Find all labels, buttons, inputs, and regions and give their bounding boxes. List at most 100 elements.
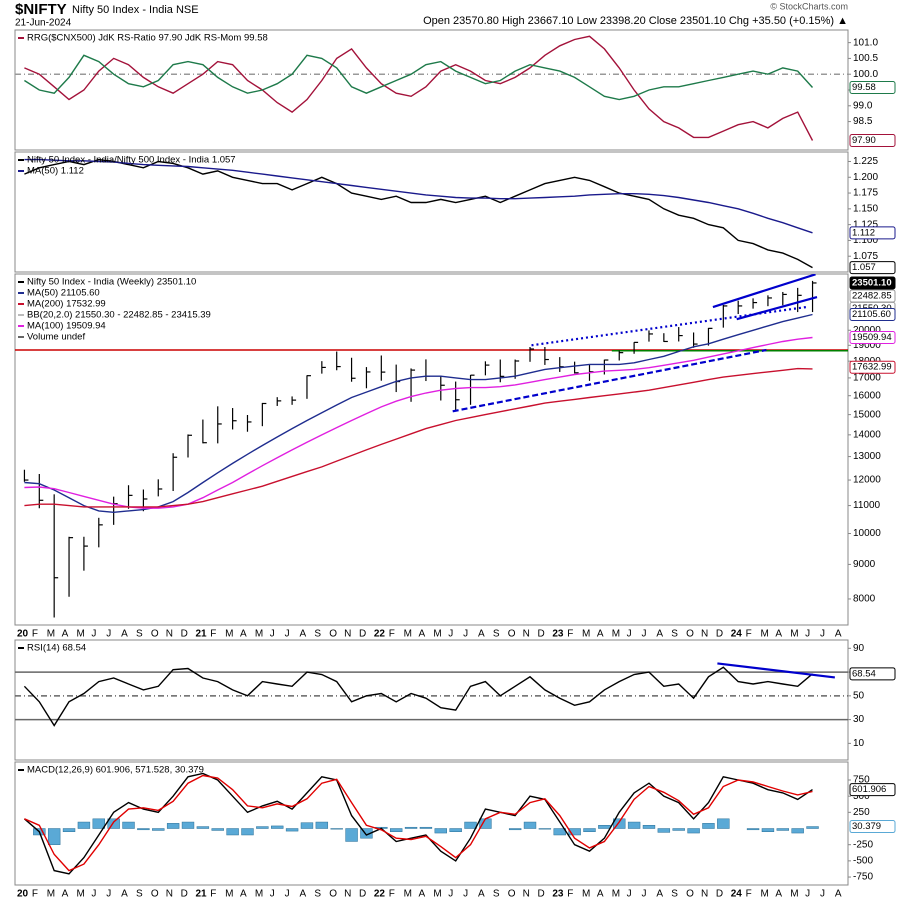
histogram-bar bbox=[598, 825, 611, 829]
y-tick-label: 1.150 bbox=[853, 203, 878, 214]
x-tick-label: M bbox=[790, 889, 798, 900]
x-tick-label: D bbox=[537, 889, 544, 900]
x-tick-label: F bbox=[567, 629, 573, 640]
histogram-bar bbox=[166, 823, 180, 829]
x-tick-label: J bbox=[642, 889, 647, 900]
histogram-bar bbox=[717, 818, 730, 829]
end-label: 22482.85 bbox=[852, 290, 892, 301]
x-tick-label: M bbox=[761, 629, 769, 640]
histogram-bar bbox=[657, 828, 671, 833]
histogram-bar bbox=[181, 821, 195, 829]
x-tick-label: F bbox=[32, 629, 38, 640]
end-label-box bbox=[849, 226, 896, 240]
x-tick-label: A bbox=[62, 889, 69, 900]
x-tick-label: J bbox=[270, 629, 275, 640]
histogram-bar bbox=[300, 822, 314, 829]
x-tick-label: A bbox=[300, 629, 307, 640]
x-tick-label: M bbox=[76, 629, 84, 640]
y-tick-label: 1.200 bbox=[853, 172, 878, 183]
histogram-bar bbox=[152, 828, 165, 831]
series-line bbox=[23, 772, 813, 875]
y-tick-label: 9000 bbox=[853, 559, 876, 570]
x-tick-label: O bbox=[329, 889, 337, 900]
x-tick-label: M bbox=[582, 889, 590, 900]
x-tick-label: J bbox=[820, 889, 825, 900]
histogram-bar bbox=[538, 828, 552, 830]
y-tick-label: 1.075 bbox=[853, 251, 878, 262]
x-tick-label: 20 bbox=[17, 889, 29, 900]
y-tick-label: 16000 bbox=[853, 390, 881, 401]
x-tick-label: J bbox=[642, 629, 647, 640]
x-tick-label: J bbox=[805, 629, 810, 640]
x-tick-label: S bbox=[493, 889, 500, 900]
panel-frame bbox=[14, 29, 849, 151]
legend-entry: MA(50) 21105.60 bbox=[27, 288, 100, 299]
x-tick-label: F bbox=[567, 889, 573, 900]
y-tick-label: 20000 bbox=[853, 325, 881, 336]
end-label-box bbox=[849, 820, 896, 834]
histogram-bar bbox=[271, 825, 284, 829]
x-tick-label: O bbox=[151, 629, 159, 640]
x-tick-label: J bbox=[463, 629, 468, 640]
x-tick-label: D bbox=[181, 889, 188, 900]
histogram-bar bbox=[196, 826, 210, 829]
histogram-bar bbox=[672, 828, 685, 831]
x-tick-label: D bbox=[181, 629, 188, 640]
end-label: 23501.10 bbox=[852, 277, 892, 288]
x-tick-label: N bbox=[344, 629, 351, 640]
legend-entry: RRG($CNX500) JdK RS-Ratio 97.90 JdK RS-M… bbox=[27, 33, 268, 44]
x-tick-label: J bbox=[820, 629, 825, 640]
y-tick-label: 90 bbox=[853, 643, 865, 654]
x-tick-label: O bbox=[329, 629, 337, 640]
histogram-bar bbox=[404, 826, 418, 829]
end-label-box bbox=[849, 261, 896, 275]
x-tick-label: N bbox=[166, 629, 173, 640]
x-tick-label: A bbox=[418, 889, 425, 900]
x-tick-label: S bbox=[136, 889, 143, 900]
legend-entry: Nifty 50 Index - India/Nifty 500 Index -… bbox=[27, 155, 236, 166]
histogram-bar bbox=[211, 828, 224, 831]
x-tick-label: M bbox=[255, 889, 263, 900]
histogram-bar bbox=[434, 828, 447, 834]
x-tick-label: M bbox=[76, 889, 84, 900]
series-line bbox=[24, 54, 814, 101]
x-tick-label: S bbox=[136, 629, 143, 640]
end-label: 99.58 bbox=[852, 82, 876, 93]
quote: Open 23570.80 High 23667.10 Low 23398.20… bbox=[423, 15, 848, 27]
end-label: 1.112 bbox=[852, 227, 875, 238]
y-tick-label: 30 bbox=[853, 714, 865, 725]
y-tick-label: -750 bbox=[853, 872, 873, 883]
histogram-bar bbox=[776, 828, 790, 831]
x-tick-label: J bbox=[448, 889, 453, 900]
y-tick-label: 11000 bbox=[853, 500, 881, 511]
y-tick-label: 98.5 bbox=[853, 116, 873, 127]
x-tick-label: A bbox=[478, 889, 485, 900]
x-tick-label: M bbox=[761, 889, 769, 900]
series-line bbox=[24, 158, 813, 234]
x-tick-label: O bbox=[686, 889, 694, 900]
x-tick-label: J bbox=[463, 889, 468, 900]
y-tick-label: 1.100 bbox=[853, 235, 878, 246]
y-tick-label: 500 bbox=[853, 791, 870, 802]
histogram-bar bbox=[345, 828, 358, 842]
x-tick-label: J bbox=[106, 629, 111, 640]
plot-area bbox=[23, 772, 819, 875]
histogram-bar bbox=[360, 828, 373, 839]
x-tick-label: F bbox=[746, 629, 752, 640]
x-tick-label: M bbox=[433, 629, 441, 640]
histogram-bar bbox=[92, 818, 105, 829]
x-tick-label: A bbox=[835, 889, 842, 900]
end-label: 21105.60 bbox=[852, 309, 891, 320]
end-label: 19509.94 bbox=[852, 332, 892, 343]
x-tick-label: J bbox=[285, 889, 290, 900]
x-tick-label: M bbox=[433, 889, 441, 900]
x-tick-label: 24 bbox=[731, 629, 743, 640]
trendline bbox=[717, 662, 835, 679]
x-tick-label: N bbox=[701, 889, 708, 900]
end-label-box bbox=[849, 134, 896, 148]
series-line bbox=[24, 158, 813, 269]
x-tick-label: A bbox=[121, 629, 128, 640]
panel-frame bbox=[14, 273, 849, 626]
histogram-bar bbox=[806, 826, 819, 829]
x-tick-label: 21 bbox=[195, 889, 207, 900]
